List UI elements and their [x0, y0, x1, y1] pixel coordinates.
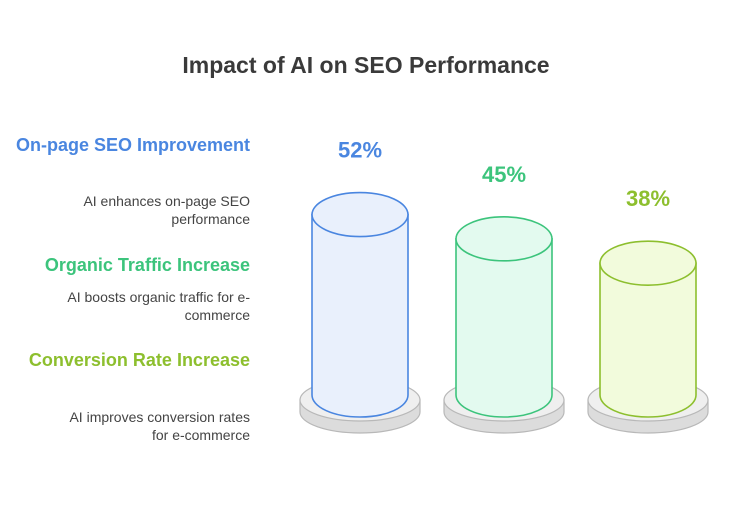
category-heading: Organic Traffic Increase [44, 255, 250, 275]
value-label: 38% [626, 186, 670, 211]
value-label: 52% [338, 138, 382, 163]
chart-title: Impact of AI on SEO Performance [182, 52, 550, 78]
bar-top [455, 216, 553, 262]
bar [455, 238, 553, 418]
category-heading: Conversion Rate Increase [28, 350, 250, 370]
category-description: AI boosts organic traffic for e-commerce [67, 289, 250, 323]
bar-top [311, 191, 409, 238]
value-label: 45% [482, 162, 526, 187]
bar [311, 213, 409, 418]
bar [599, 262, 697, 418]
bar-top [599, 240, 697, 286]
category-description: AI enhances on-page SEO performance [83, 193, 250, 227]
category-heading: On-page SEO Improvement [15, 135, 250, 155]
category-description: AI improves conversion rates for e-comme… [69, 409, 250, 443]
